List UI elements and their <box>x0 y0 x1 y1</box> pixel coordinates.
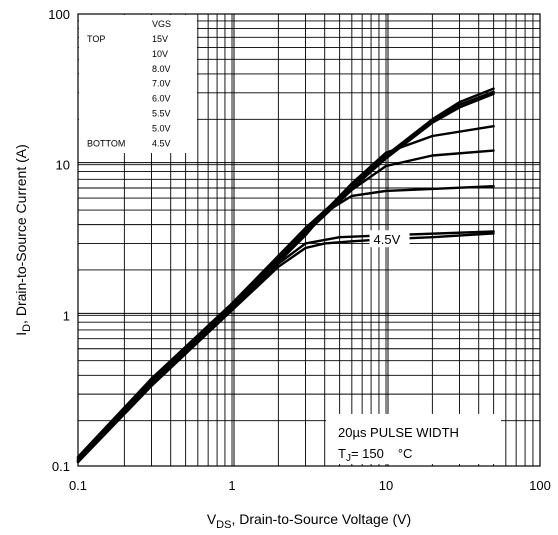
legend-entry: 6.0V <box>152 94 171 104</box>
y-tick-label: 100 <box>48 7 70 22</box>
curve-label-4-5v: 4.5V <box>374 232 401 247</box>
tj-unit: °C <box>398 446 413 461</box>
legend-entry: 8.0V <box>152 64 171 74</box>
x-axis-title-main: V <box>207 511 217 527</box>
curve-label-background <box>369 230 410 248</box>
plot-frame <box>77 13 541 467</box>
x-axis-title: VDS, Drain-to-Source Voltage (V) <box>207 511 411 531</box>
legend: VGS TOP BOTTOM 15V 10V 8.0V 7.0V 6.0V 5.5V 5.0… <box>87 19 171 148</box>
x-tick-label: 1 <box>228 478 235 493</box>
x-tick-label: 100 <box>529 478 551 493</box>
tj-prefix: T <box>338 446 346 461</box>
y-axis-title-rest: , Drain-to-Source Current (A) <box>13 144 29 324</box>
x-axis-title-rest: , Drain-to-Source Voltage (V) <box>231 511 411 527</box>
legend-entry: 7.0V <box>152 79 171 89</box>
legend-top-label: TOP <box>87 34 105 44</box>
tj-value: = 150 <box>351 446 384 461</box>
y-tick-label: 10 <box>56 158 70 173</box>
junction-temp-note: TJ= 150 °C <box>338 446 412 464</box>
legend-entry: 4.5V <box>152 138 171 148</box>
y-tick-label: 0.1 <box>52 459 70 474</box>
legend-entry: 15V <box>152 34 168 44</box>
legend-entry: 10V <box>152 49 168 59</box>
pulse-width-note: 20µs PULSE WIDTH <box>338 425 459 440</box>
x-tick-label: 0.1 <box>69 478 87 493</box>
series-curve-7-0v <box>76 125 495 461</box>
y-axis-title-sub: D <box>21 324 33 332</box>
legend-entry: 5.5V <box>152 109 171 119</box>
series-curve-6-0v <box>76 149 495 462</box>
legend-entry: 5.0V <box>152 123 171 133</box>
y-tick-label: 1 <box>63 308 70 323</box>
grid <box>77 14 540 467</box>
tj-subscript: J <box>346 453 351 464</box>
legend-header: VGS <box>152 19 171 29</box>
legend-bottom-label: BOTTOM <box>87 138 125 148</box>
note-box <box>326 414 501 464</box>
x-tick-label: 10 <box>379 478 393 493</box>
y-axis-title: ID, Drain-to-Source Current (A) <box>13 144 33 336</box>
tick-labels: 0.1 1 10 100 0.1 1 10 100 <box>48 7 551 493</box>
y-axis-title-main: I <box>13 332 29 336</box>
legend-box <box>79 15 197 153</box>
x-axis-title-sub: DS <box>216 519 231 531</box>
